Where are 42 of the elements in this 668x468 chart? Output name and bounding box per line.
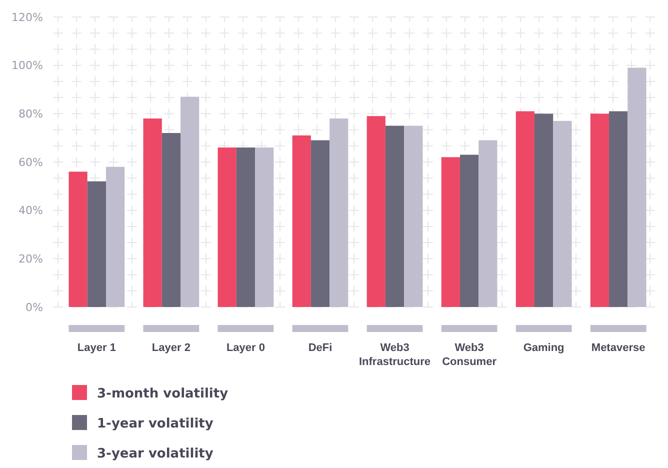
x-tick-label: Web3 Consumer xyxy=(442,342,498,368)
y-tick-label: 60% xyxy=(18,156,43,169)
bar xyxy=(516,111,534,307)
bar xyxy=(534,114,554,307)
y-tick-label: 80% xyxy=(18,108,43,121)
bar xyxy=(404,126,423,307)
x-tick-label: Layer 1 xyxy=(77,342,116,354)
legend-label: 3-year volatility xyxy=(97,446,214,462)
y-tick-label: 40% xyxy=(18,204,43,218)
legend-label: 3-month volatility xyxy=(97,386,229,402)
bar xyxy=(310,140,330,307)
bar xyxy=(106,166,125,307)
y-tick-label: 0% xyxy=(26,300,43,314)
x-tick-label: Layer 2 xyxy=(152,342,190,354)
bar xyxy=(236,148,256,307)
y-tick-label: 20% xyxy=(18,252,43,266)
bar xyxy=(628,68,646,307)
bar xyxy=(330,118,348,307)
bar xyxy=(441,157,460,307)
bar xyxy=(385,126,404,307)
y-tick-label: 120% xyxy=(12,10,43,24)
x-tick-label: Layer 0 xyxy=(226,342,265,354)
x-tick-label: Gaming xyxy=(523,342,564,354)
bar xyxy=(460,154,479,307)
bar xyxy=(218,148,236,307)
bar xyxy=(553,120,572,307)
bar xyxy=(68,172,88,307)
bar xyxy=(162,133,181,307)
x-tick-label: Web3 Infrastructure xyxy=(358,342,431,368)
bar xyxy=(478,140,498,307)
bar xyxy=(255,148,274,307)
bar xyxy=(292,135,311,307)
y-tick-label: 100% xyxy=(12,59,43,72)
bar xyxy=(87,181,106,307)
bar xyxy=(609,111,628,307)
x-tick-label: DeFi xyxy=(308,342,332,354)
bar xyxy=(590,114,610,307)
bar xyxy=(143,118,162,307)
bar xyxy=(180,96,200,307)
bar xyxy=(366,116,386,307)
legend-label: 1-year volatility xyxy=(97,416,214,432)
x-tick-label: Metaverse xyxy=(591,342,646,354)
